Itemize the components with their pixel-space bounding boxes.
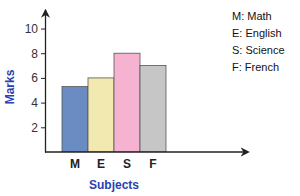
y-tick-label: 10 xyxy=(25,22,39,36)
y-tick-mark xyxy=(41,29,45,30)
y-tick-label: 6 xyxy=(31,71,38,85)
key-entry: M: Math xyxy=(232,10,272,22)
x-tick-label: S xyxy=(123,157,131,171)
y-tick-mark xyxy=(41,127,45,128)
y-axis-title: Marks xyxy=(3,69,17,104)
y-axis: 2 4 6 8 10 xyxy=(25,11,46,153)
y-tick-label: 8 xyxy=(31,47,38,61)
key: M: Math E: English S: Science F: French xyxy=(232,10,285,73)
x-tick: F xyxy=(149,152,156,171)
key-entry: S: Science xyxy=(232,44,285,56)
x-tick-label: F xyxy=(149,157,156,171)
y-tick-mark xyxy=(41,78,45,79)
x-axis: MESF xyxy=(70,152,157,171)
bar xyxy=(62,87,88,152)
chart: 2 4 6 8 10 M E S F Marks Subjects M: Math E: English… xyxy=(0,0,300,196)
y-tick-mark xyxy=(41,53,45,54)
y-tick: 10 xyxy=(25,22,45,36)
y-tick: 2 xyxy=(31,121,45,135)
y-axis-line xyxy=(45,11,46,153)
y-tick: 4 xyxy=(31,96,45,110)
y-tick-label: 4 xyxy=(31,96,38,110)
key-entry: F: French xyxy=(232,61,279,73)
x-axis-title: Subjects xyxy=(89,178,139,192)
y-tick: 6 xyxy=(31,71,45,85)
bars xyxy=(62,53,166,152)
x-tick: S xyxy=(123,152,131,171)
x-tick: E xyxy=(97,152,105,171)
x-axis-line xyxy=(45,151,248,152)
bar xyxy=(88,78,114,152)
y-tick: 8 xyxy=(31,47,45,61)
bar xyxy=(114,53,140,152)
y-tick-label: 2 xyxy=(31,121,38,135)
bar xyxy=(140,66,166,152)
y-tick-mark xyxy=(41,103,45,104)
x-tick-label: M xyxy=(70,157,80,171)
x-tick: M xyxy=(70,152,80,171)
x-tick-label: E xyxy=(97,157,105,171)
key-entry: E: English xyxy=(232,27,282,39)
